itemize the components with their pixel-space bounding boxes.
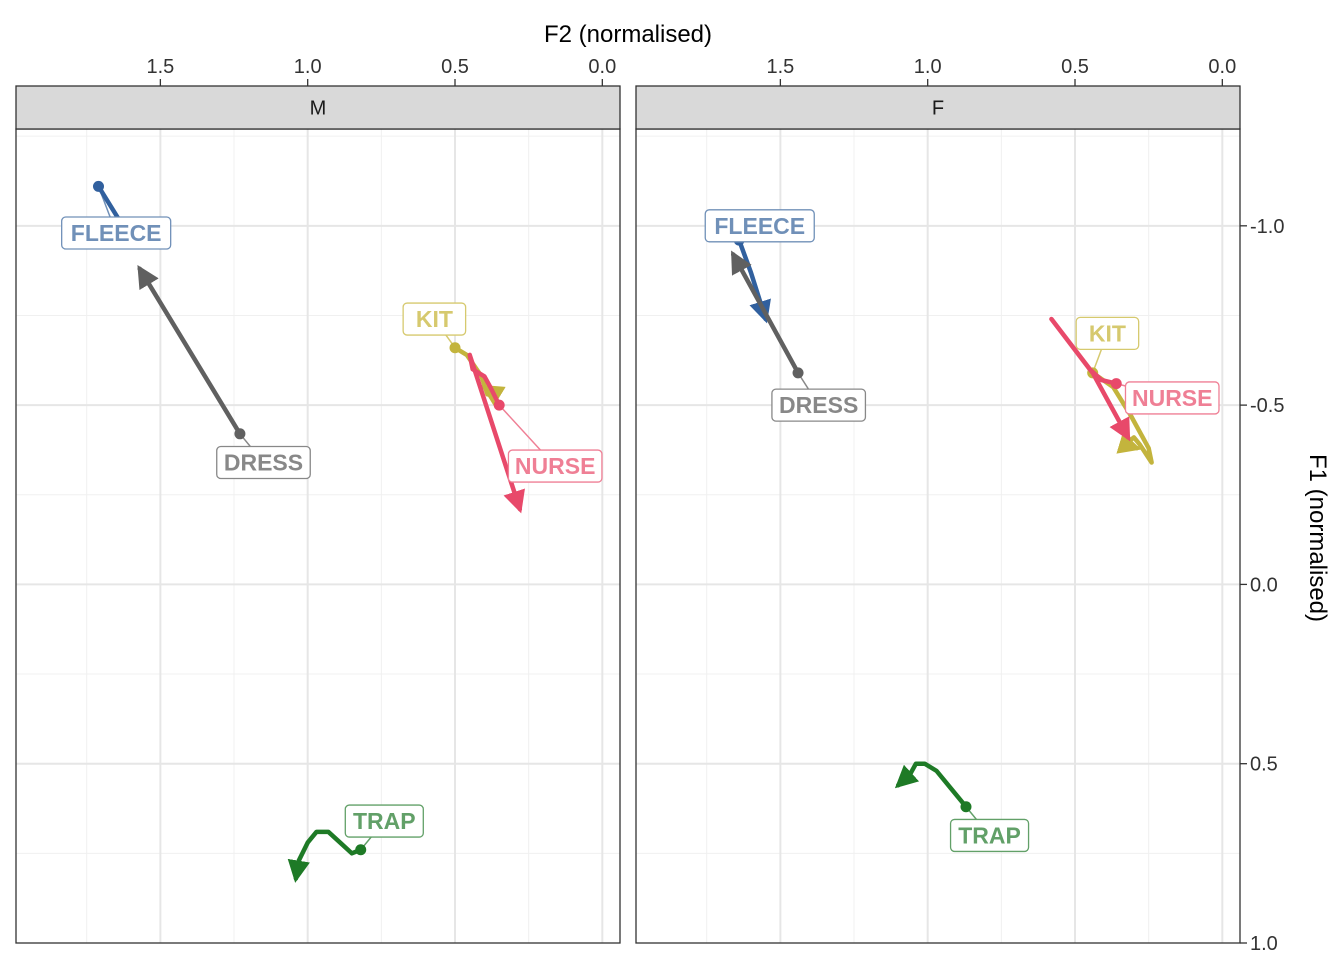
vowel-label-fleece: FLEECE: [61, 216, 172, 250]
vowel-label-dress: DRESS: [216, 445, 311, 480]
series-kit: KIT: [1075, 316, 1154, 465]
grid: [16, 129, 620, 943]
vowel-label-box: [507, 449, 603, 483]
start-point: [960, 801, 972, 813]
start-point: [234, 428, 246, 440]
x-tick-label: 1.5: [146, 56, 174, 78]
vowel-label-nurse: NURSE: [507, 449, 603, 483]
strip-background: [635, 85, 1241, 130]
vowel-label-trap: TRAP: [344, 804, 424, 838]
series-nurse: NURSE: [1049, 316, 1220, 442]
x-axis-title: F2 (normalised): [544, 21, 712, 48]
y-tick-label: 1.0: [1250, 933, 1278, 955]
vowel-label-text: NURSE: [515, 453, 596, 479]
vowel-label-box: [704, 209, 815, 243]
vowel-label-box: [344, 804, 424, 838]
x-tick-label: 0.5: [1061, 56, 1089, 78]
vowel-label-text: KIT: [1089, 320, 1126, 346]
vowel-label-box: [402, 302, 467, 336]
vowel-label-nurse: NURSE: [1124, 381, 1220, 415]
series-dress: DRESS: [730, 250, 867, 422]
y-tick-label: 0.5: [1250, 754, 1278, 776]
vowel-label-kit: KIT: [1075, 316, 1140, 351]
series-fleece: FLEECE: [61, 180, 172, 250]
x-tick-label: 0.5: [441, 56, 469, 78]
vowel-label-text: FLEECE: [714, 213, 805, 239]
start-point: [493, 399, 505, 411]
trajectory-line: [467, 352, 525, 514]
x-tick-label: 0.0: [588, 56, 616, 78]
vowel-label-fleece: FLEECE: [704, 209, 815, 243]
trajectory-line: [287, 829, 363, 883]
plot-background: [636, 129, 1240, 943]
series-trap: TRAP: [287, 804, 424, 883]
strip-label: M: [310, 98, 327, 120]
vowel-label-box: [771, 388, 867, 422]
x-tick-label: 0.0: [1208, 56, 1236, 78]
series-dress: DRESS: [137, 265, 311, 480]
vowel-label-trap: TRAP: [949, 818, 1030, 853]
panel-m: M 1.5 1.0 0.5 0.0 FLEECE DRESS KIT NURSE TRAP: [15, 56, 621, 944]
start-point: [449, 342, 461, 354]
start-point: [92, 180, 104, 192]
plot-background: [16, 129, 620, 943]
start-point: [792, 367, 804, 379]
trajectory-line: [1049, 316, 1131, 442]
panel-f: F 1.5 1.0 0.5 0.0 -1.0 -0.5 0.0 0.5 1.0 FLEECE DRES…: [635, 56, 1284, 955]
start-point: [1110, 378, 1122, 390]
vowel-label-text: KIT: [416, 306, 453, 332]
trajectory-line: [894, 761, 969, 809]
trajectory-line: [1090, 370, 1154, 465]
vowel-label-text: TRAP: [958, 822, 1021, 848]
vowel-label-box: [1124, 381, 1220, 415]
y-tick-label: -0.5: [1250, 395, 1284, 417]
x-tick-label: 1.0: [914, 56, 942, 78]
series-trap: TRAP: [894, 761, 1030, 853]
x-tick-label: 1.5: [766, 56, 794, 78]
vowel-label-box: [61, 216, 172, 250]
start-point: [355, 844, 367, 856]
vowel-label-box: [1075, 316, 1140, 351]
y-tick-label: -1.0: [1250, 216, 1284, 238]
vowel-label-text: DRESS: [224, 449, 303, 475]
x-tick-label: 1.0: [294, 56, 322, 78]
strip-label: F: [932, 98, 944, 120]
vowel-label-kit: KIT: [402, 302, 467, 336]
vowel-label-text: DRESS: [779, 392, 858, 418]
y-axis-title: F1 (normalised): [1304, 454, 1331, 622]
vowel-label-text: TRAP: [353, 808, 416, 834]
trajectory-line: [137, 265, 243, 437]
series-nurse: NURSE: [467, 352, 603, 514]
vowel-label-text: NURSE: [1132, 385, 1213, 411]
vowel-label-text: FLEECE: [71, 220, 162, 246]
vowel-label-box: [216, 445, 311, 480]
strip-background: [15, 85, 621, 130]
vowel-label-dress: DRESS: [771, 388, 867, 422]
vowel-label-box: [949, 818, 1030, 853]
y-tick-label: 0.0: [1250, 574, 1278, 596]
trajectory-line: [730, 250, 801, 376]
